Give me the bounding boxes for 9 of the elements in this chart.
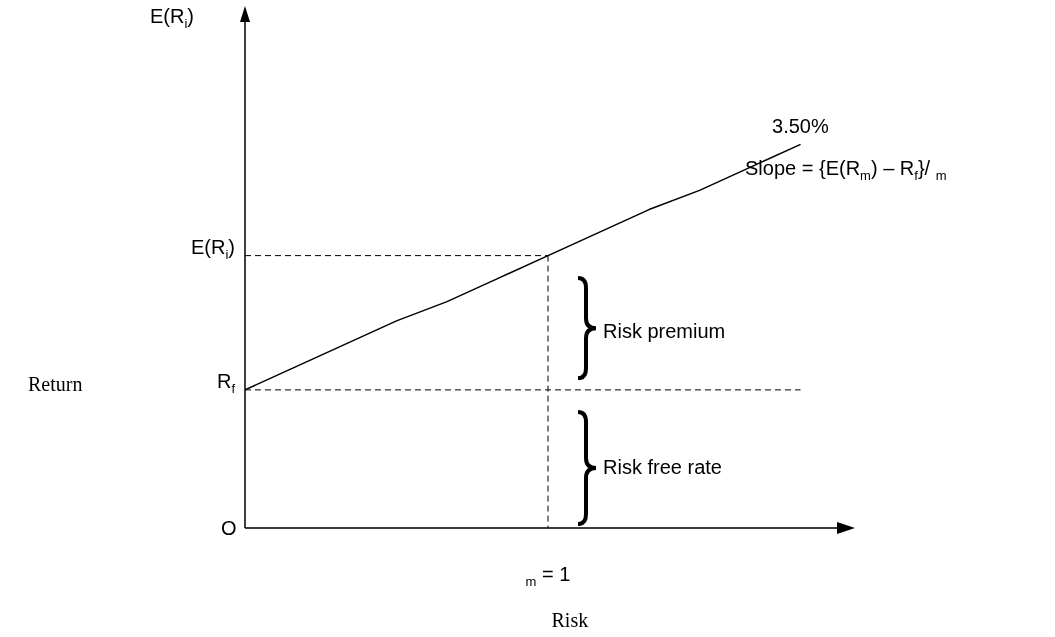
text: Return — [28, 371, 83, 396]
text: 3.50% — [772, 114, 829, 139]
text: O — [221, 516, 237, 540]
annotation: Risk free rate — [603, 454, 722, 479]
text: E(R$_{i}$) — [150, 4, 195, 33]
annotation: Slope = {E(R$_{m}$) – R$_{f}$}/ $_{m}$ — [745, 156, 947, 185]
text: $_{m}$ = 1 — [525, 562, 571, 591]
annotation: Risk premium — [603, 318, 726, 343]
x-axis-title: Risk — [551, 608, 589, 632]
